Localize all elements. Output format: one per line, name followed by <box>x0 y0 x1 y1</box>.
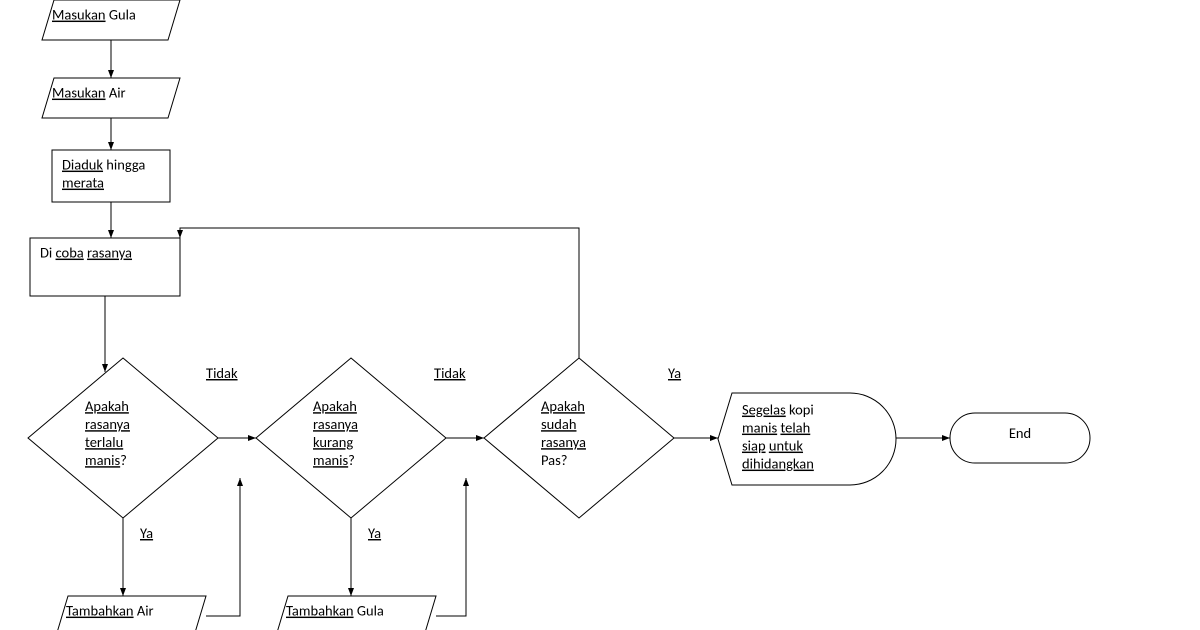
svg-text:Masukan Air: Masukan Air <box>52 84 126 102</box>
svg-text:Segelas kopi: Segelas kopi <box>742 401 814 419</box>
node-p1: Tambahkan Air <box>56 596 206 630</box>
svg-text:Apakah: Apakah <box>313 397 357 415</box>
edge-label: Ya <box>140 524 153 542</box>
node-disp: Segelas kopi manis telahsiap untukdihida… <box>718 393 896 485</box>
svg-text:Pas?: Pas? <box>541 451 568 469</box>
svg-text:kurang: kurang <box>313 433 353 451</box>
edge-p1-d1 <box>206 478 240 616</box>
edge-d3_top-n4 <box>180 228 579 358</box>
node-end: End <box>950 413 1090 463</box>
svg-text:End: End <box>1009 424 1031 442</box>
svg-text:Tambahkan Gula: Tambahkan Gula <box>286 602 384 620</box>
svg-text:siap untuk: siap untuk <box>742 437 803 455</box>
node-n3: Diaduk hingga merata <box>52 150 170 202</box>
nodes-layer: Masukan Gula Masukan Air Diaduk hingga mer… <box>28 0 1090 630</box>
svg-text:manis?: manis? <box>85 451 127 469</box>
edge-label: Tidak <box>206 364 238 382</box>
svg-text:Tambahkan Air: Tambahkan Air <box>66 602 154 620</box>
svg-text:rasanya: rasanya <box>85 415 130 433</box>
flowchart-canvas: Masukan Gula Masukan Air Diaduk hingga mer… <box>0 0 1200 630</box>
edge-label: Ya <box>368 524 381 542</box>
svg-text:rasanya: rasanya <box>313 415 358 433</box>
svg-text:dihidangkan: dihidangkan <box>742 455 814 473</box>
svg-text:Masukan Gula: Masukan Gula <box>52 6 136 24</box>
node-d3: ApakahsudahrasanyaPas? <box>484 358 674 518</box>
svg-text:sudah: sudah <box>541 415 576 433</box>
svg-text:manis?: manis? <box>313 451 355 469</box>
svg-text:merata: merata <box>62 174 104 192</box>
svg-text:terlalu: terlalu <box>85 433 123 451</box>
edge-label: Tidak <box>434 364 466 382</box>
svg-text:Diaduk hingga: Diaduk hingga <box>62 156 145 174</box>
node-d1: Apakahrasanyaterlalumanis? <box>28 358 218 518</box>
svg-text:manis telah: manis telah <box>742 419 810 437</box>
node-d2: Apakahrasanyakurangmanis? <box>256 358 446 518</box>
node-n4: Di coba rasanya <box>30 238 180 296</box>
node-p2: Tambahkan Gula <box>276 596 436 630</box>
edges-layer <box>105 40 950 616</box>
svg-text:Apakah: Apakah <box>541 397 585 415</box>
edge-p2-d2 <box>436 478 466 616</box>
svg-text:Apakah: Apakah <box>85 397 129 415</box>
svg-text:Di coba rasanya: Di coba rasanya <box>40 244 132 262</box>
node-n1: Masukan Gula <box>42 0 180 40</box>
edge-label: Ya <box>668 364 681 382</box>
svg-text:rasanya: rasanya <box>541 433 586 451</box>
node-n2: Masukan Air <box>42 78 180 118</box>
